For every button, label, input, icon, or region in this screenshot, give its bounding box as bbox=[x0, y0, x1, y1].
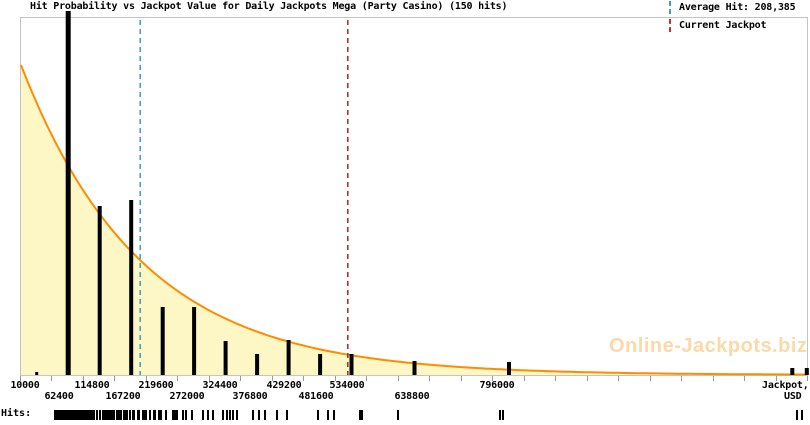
hit-mark bbox=[105, 410, 107, 420]
histogram-bar bbox=[286, 340, 291, 375]
hit-mark bbox=[172, 410, 174, 420]
hit-mark bbox=[333, 410, 335, 420]
hit-mark bbox=[252, 410, 254, 420]
hit-mark bbox=[229, 410, 231, 420]
hit-mark bbox=[258, 410, 260, 420]
hit-mark bbox=[154, 410, 156, 420]
hit-mark bbox=[359, 410, 361, 420]
histogram-bar bbox=[129, 200, 134, 375]
legend-average-hit-label: Average Hit: 208,385 bbox=[679, 2, 796, 13]
hit-mark bbox=[86, 410, 88, 420]
hit-mark bbox=[499, 410, 501, 420]
hit-mark bbox=[89, 410, 91, 420]
hit-mark bbox=[96, 410, 98, 420]
legend-average-hit: Average Hit: 208,385 bbox=[669, 1, 796, 14]
hit-mark bbox=[397, 410, 399, 420]
hit-mark bbox=[117, 410, 119, 420]
hit-mark bbox=[185, 410, 187, 420]
hit-mark bbox=[502, 410, 504, 420]
hit-mark bbox=[138, 410, 140, 420]
hit-mark bbox=[81, 410, 83, 420]
hit-mark bbox=[264, 410, 266, 420]
hit-mark bbox=[143, 410, 145, 420]
hit-mark bbox=[120, 410, 122, 420]
hit-mark bbox=[202, 410, 204, 420]
hit-mark bbox=[145, 410, 147, 420]
hit-mark bbox=[226, 410, 228, 420]
histogram-bar bbox=[349, 354, 354, 375]
x-axis-title-line2: USD bbox=[784, 391, 802, 402]
histogram-bar bbox=[507, 362, 511, 375]
x-axis-title-line1: Jackpot, bbox=[762, 380, 809, 391]
histogram-bar bbox=[804, 368, 809, 375]
histogram-bar bbox=[223, 341, 228, 375]
hits-rug bbox=[54, 410, 803, 420]
legend-current-jackpot: Current Jackpot bbox=[669, 19, 767, 32]
histogram-bar bbox=[35, 372, 39, 375]
hit-mark bbox=[796, 410, 798, 420]
current-jackpot-dashed-line-icon bbox=[669, 19, 671, 32]
hit-mark bbox=[126, 410, 128, 420]
hit-mark bbox=[76, 410, 78, 420]
histogram-bar bbox=[255, 354, 260, 375]
hit-mark bbox=[176, 410, 178, 420]
x-axis-label: 272000 bbox=[169, 391, 205, 402]
hit-mark bbox=[129, 410, 131, 420]
hit-mark bbox=[232, 410, 234, 420]
hit-mark bbox=[207, 410, 209, 420]
hit-mark bbox=[111, 410, 113, 420]
hit-mark bbox=[133, 410, 135, 420]
watermark: Online-Jackpots.biz bbox=[609, 335, 808, 357]
hit-mark bbox=[286, 410, 288, 420]
hit-mark bbox=[113, 410, 115, 420]
hit-mark bbox=[191, 410, 193, 420]
hit-mark bbox=[222, 410, 224, 420]
legend-current-jackpot-label: Current Jackpot bbox=[679, 20, 767, 31]
hit-mark bbox=[801, 410, 803, 420]
hit-mark bbox=[149, 410, 151, 420]
x-axis-label: 638800 bbox=[394, 391, 430, 402]
hit-mark bbox=[158, 410, 160, 420]
hit-mark bbox=[108, 410, 110, 420]
average-hit-dashed-line-icon bbox=[669, 1, 671, 14]
x-axis-label: 167200 bbox=[105, 391, 141, 402]
x-axis-label: 62400 bbox=[44, 391, 74, 402]
histogram-bar bbox=[192, 307, 197, 375]
x-axis-ticks bbox=[20, 376, 808, 381]
hit-mark bbox=[68, 410, 70, 420]
hit-mark bbox=[317, 410, 319, 420]
histogram-bar bbox=[160, 307, 165, 375]
hit-mark bbox=[174, 410, 176, 420]
hit-mark bbox=[123, 410, 125, 420]
density-fill bbox=[21, 65, 807, 375]
hit-mark bbox=[91, 410, 93, 420]
hit-mark bbox=[93, 410, 95, 420]
x-axis-label: 481600 bbox=[298, 391, 334, 402]
hit-mark bbox=[361, 410, 363, 420]
plot-area bbox=[20, 11, 809, 376]
hit-mark bbox=[276, 410, 278, 420]
histogram-bar bbox=[790, 368, 795, 375]
hit-mark bbox=[99, 410, 101, 420]
x-axis-label: 376800 bbox=[232, 391, 268, 402]
histogram-bar bbox=[318, 354, 323, 375]
histogram-bar bbox=[97, 206, 102, 375]
hit-mark bbox=[79, 410, 81, 420]
hit-mark bbox=[182, 410, 184, 420]
hit-mark bbox=[236, 410, 238, 420]
hit-mark bbox=[165, 410, 167, 420]
hits-row-label: Hits: bbox=[1, 408, 32, 419]
plot-svg bbox=[20, 11, 809, 376]
histogram-bar bbox=[65, 11, 71, 375]
hit-mark bbox=[160, 410, 162, 420]
histogram-bar bbox=[412, 361, 417, 375]
hit-mark bbox=[212, 410, 214, 420]
hit-mark bbox=[327, 410, 329, 420]
chart-title: Hit Probability vs Jackpot Value for Dai… bbox=[30, 1, 508, 12]
